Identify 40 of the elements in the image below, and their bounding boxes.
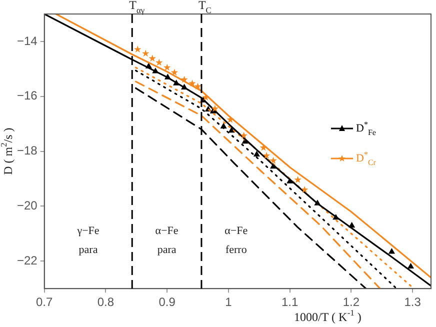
x-tick-label: 1: [225, 295, 232, 310]
annotation: para: [78, 244, 98, 256]
point: [163, 64, 171, 71]
point: [262, 152, 270, 159]
y-axis-title: D ( m2/s ): [0, 128, 16, 175]
y-tick-label: −20: [16, 198, 38, 213]
y-tick-label: −18: [16, 144, 38, 158]
x-tick-label: 1.3: [404, 295, 422, 310]
point: [254, 151, 260, 156]
y-tick-label: −14: [16, 34, 38, 48]
annotation: para: [157, 244, 176, 256]
point: [260, 144, 268, 151]
x-tick-label: 0.8: [97, 295, 114, 310]
point: [180, 76, 188, 83]
point: [134, 46, 142, 52]
annotation: α−Fe: [155, 224, 178, 237]
y-tick-label: −22: [16, 253, 38, 268]
point: [408, 263, 414, 269]
point: [148, 54, 156, 62]
point: [156, 58, 163, 66]
point: [142, 50, 150, 57]
point: [226, 116, 234, 123]
point: [240, 132, 248, 139]
point: [294, 176, 302, 183]
point: [388, 248, 395, 254]
point: [300, 186, 308, 193]
x-tick-label: 0.9: [158, 295, 176, 310]
point: [202, 94, 210, 101]
x-tick-label: 1.1: [282, 295, 299, 310]
x-tick-label: 0.7: [36, 295, 54, 310]
annotation: γ−Fe: [76, 224, 100, 237]
point: [188, 80, 196, 87]
point: [211, 104, 219, 112]
point: [270, 156, 277, 164]
point: [194, 82, 202, 90]
annotation: ferro: [225, 244, 248, 256]
y-tick-label: −16: [16, 88, 38, 103]
point: [170, 68, 178, 76]
x-tick-label: 1.2: [342, 295, 360, 310]
annotation: α−Fe: [224, 224, 248, 237]
